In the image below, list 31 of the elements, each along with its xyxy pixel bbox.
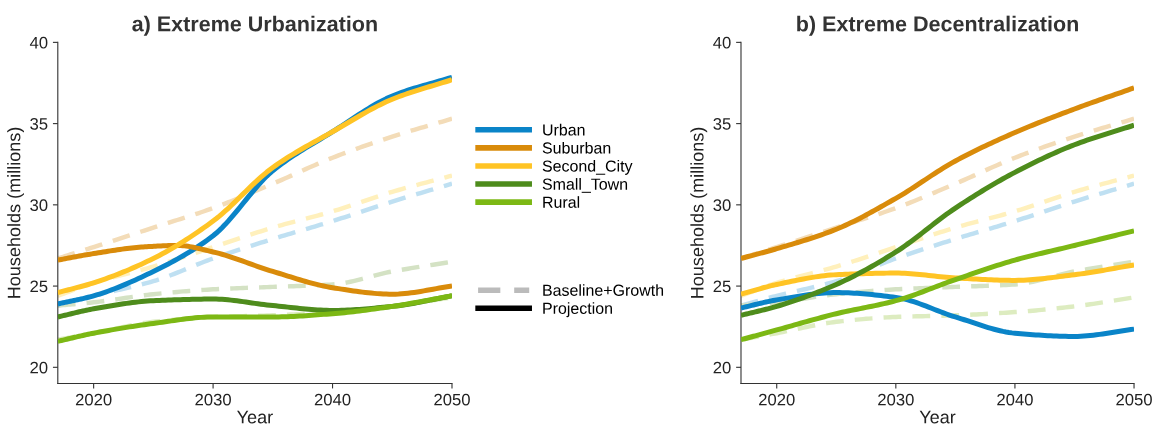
y-axis-title: Households (millions) bbox=[7, 127, 24, 298]
y-tick-label: 35 bbox=[30, 118, 48, 130]
y-tick-label: 20 bbox=[713, 361, 731, 374]
y-tick-label: 25 bbox=[713, 280, 731, 293]
legend-label: Suburban bbox=[542, 141, 611, 154]
text: Baseline+Growth bbox=[543, 284, 664, 296]
legend-label: Second_City bbox=[542, 159, 633, 175]
y-tick-label: 20 bbox=[30, 361, 48, 374]
x-tick-label: 2030 bbox=[878, 393, 914, 406]
x-tick-label: 2040 bbox=[997, 393, 1033, 406]
legend-label: Rural bbox=[543, 196, 580, 208]
x-tick-label: 2050 bbox=[1116, 393, 1152, 406]
legend-label: Small_Town bbox=[542, 178, 628, 193]
x-tick-label: 2020 bbox=[75, 393, 112, 406]
chart-title: a) Extreme Urbanization bbox=[132, 15, 377, 36]
y-tick-label: 30 bbox=[30, 199, 48, 212]
x-tick-label: 2040 bbox=[314, 393, 351, 406]
y-tick-label: 30 bbox=[713, 199, 731, 212]
y-tick-label: 40 bbox=[713, 36, 731, 49]
y-tick-label: 35 bbox=[713, 118, 731, 130]
x-tick-label: 2050 bbox=[434, 393, 470, 406]
x-axis-title: Year bbox=[919, 410, 956, 424]
y-axis-title: Households (millions) bbox=[690, 127, 708, 298]
x-tick-label: 2020 bbox=[759, 393, 795, 406]
y-tick-label: 25 bbox=[30, 280, 48, 293]
y-tick-label: 40 bbox=[29, 36, 48, 49]
chart-title: b) Extreme Decentralization bbox=[797, 15, 1078, 36]
text: Projection bbox=[543, 302, 612, 318]
legend-label: Urban bbox=[543, 123, 585, 136]
x-tick-label: 2030 bbox=[195, 393, 231, 406]
x-axis-title: Year bbox=[237, 410, 273, 424]
